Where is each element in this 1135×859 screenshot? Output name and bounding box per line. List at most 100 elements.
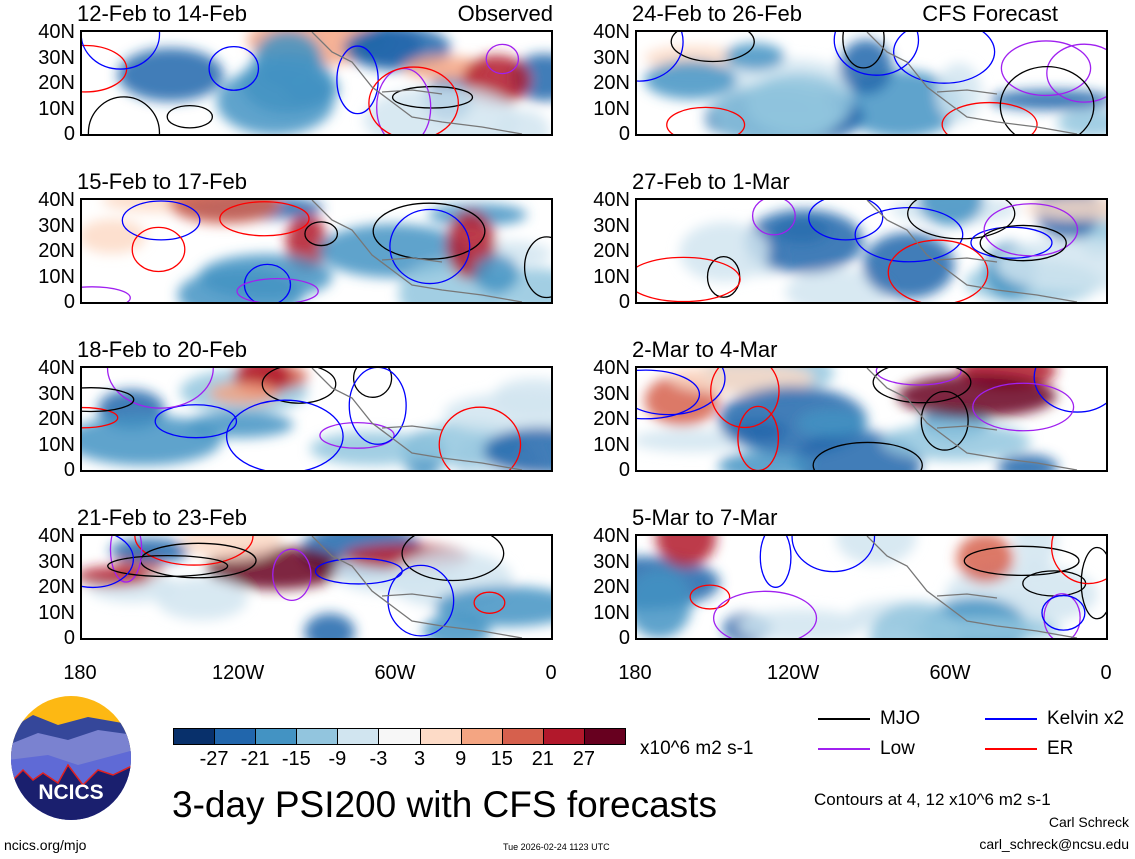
y-tick-label: 40N bbox=[38, 525, 75, 547]
y-tick-label: 10N bbox=[593, 433, 630, 456]
y-tick-label: 0 bbox=[618, 627, 630, 649]
email: carl_schreck@ncsu.edu bbox=[979, 836, 1129, 852]
colorbar-label: -21 bbox=[240, 748, 270, 770]
y-tick-label: 10N bbox=[593, 97, 630, 120]
colorbar-units: x10^6 m2 s-1 bbox=[640, 738, 754, 759]
colorbar-swatch bbox=[296, 728, 339, 745]
colorbar-swatch bbox=[255, 728, 298, 745]
y-tick-label: 10N bbox=[38, 97, 75, 120]
colorbar-label: 9 bbox=[455, 748, 467, 770]
colorbar-swatch bbox=[419, 728, 462, 745]
legend-label: ER bbox=[1047, 738, 1074, 759]
colorbar-label: -15 bbox=[281, 748, 311, 770]
x-tick-label: 120W bbox=[767, 662, 820, 684]
y-tick-label: 40N bbox=[38, 189, 75, 211]
y-tick-label: 40N bbox=[593, 525, 630, 547]
panel-date-range: 24-Feb to 26-Feb bbox=[632, 1, 802, 26]
y-tick-label: 30N bbox=[593, 46, 630, 69]
colorbar-label: -9 bbox=[328, 748, 347, 770]
map-panel bbox=[80, 534, 553, 640]
y-tick-label: 20N bbox=[593, 576, 630, 598]
x-tick-label: 120W bbox=[212, 662, 265, 684]
psi200-anomaly-map bbox=[637, 200, 1106, 302]
y-tick-label: 0 bbox=[618, 123, 630, 145]
colorbar-swatch bbox=[173, 728, 216, 745]
map-panel bbox=[635, 534, 1108, 640]
contours-note: Contours at 4, 12 x10^6 m2 s-1 bbox=[814, 790, 1051, 809]
colorbar-label: 27 bbox=[572, 748, 596, 770]
y-tick-label: 40N bbox=[38, 357, 75, 379]
observed-label: Observed bbox=[457, 1, 553, 26]
y-tick-label: 30N bbox=[593, 550, 630, 573]
colorbar-label: -3 bbox=[369, 748, 388, 770]
y-tick-label: 0 bbox=[618, 291, 630, 313]
y-tick-label: 0 bbox=[63, 459, 75, 481]
legend-line-kelvin bbox=[985, 718, 1037, 720]
psi200-anomaly-map bbox=[637, 536, 1106, 638]
y-tick-label: 20N bbox=[593, 408, 630, 430]
legend-line-er bbox=[985, 748, 1037, 750]
psi200-anomaly-map bbox=[637, 368, 1106, 470]
y-tick-label: 0 bbox=[63, 627, 75, 649]
y-tick-label: 20N bbox=[593, 72, 630, 94]
x-tick-label: 180 bbox=[63, 662, 97, 684]
x-tick-label: 60W bbox=[374, 662, 416, 684]
x-tick-label: 180 bbox=[618, 662, 652, 684]
y-tick-label: 10N bbox=[38, 433, 75, 456]
y-tick-label: 40N bbox=[593, 21, 630, 43]
psi200-anomaly-map bbox=[637, 32, 1106, 134]
y-tick-label: 30N bbox=[38, 550, 75, 573]
y-tick-label: 20N bbox=[38, 576, 75, 598]
map-panel bbox=[635, 198, 1108, 304]
panel-date-range: 5-Mar to 7-Mar bbox=[632, 505, 778, 530]
y-tick-label: 30N bbox=[38, 214, 75, 237]
map-panel bbox=[80, 366, 553, 472]
panel-date-range: 12-Feb to 14-Feb bbox=[77, 1, 247, 26]
panel-date-range: 2-Mar to 4-Mar bbox=[632, 337, 778, 362]
y-tick-label: 20N bbox=[593, 240, 630, 262]
author: Carl Schreck bbox=[1048, 814, 1129, 830]
colorbar-swatch bbox=[542, 728, 585, 745]
y-tick-label: 0 bbox=[63, 123, 75, 145]
y-tick-label: 40N bbox=[593, 189, 630, 211]
colorbar-swatch bbox=[214, 728, 257, 745]
colorbar-label: -27 bbox=[199, 748, 229, 770]
y-tick-label: 10N bbox=[38, 601, 75, 624]
colorbar-swatch bbox=[583, 728, 626, 745]
ncics-logo: NCICS bbox=[8, 695, 134, 821]
panel-date-range: 27-Feb to 1-Mar bbox=[632, 169, 790, 194]
colorbar-label: 21 bbox=[531, 748, 554, 770]
source-url[interactable]: ncics.org/mjo bbox=[4, 837, 87, 853]
map-panel bbox=[635, 366, 1108, 472]
map-panel bbox=[80, 198, 553, 304]
psi200-anomaly-map bbox=[82, 200, 551, 302]
y-tick-label: 20N bbox=[38, 72, 75, 94]
y-tick-label: 30N bbox=[593, 214, 630, 237]
y-tick-label: 0 bbox=[618, 459, 630, 481]
map-panel bbox=[80, 30, 553, 136]
y-tick-label: 10N bbox=[593, 601, 630, 624]
legend-label: MJO bbox=[880, 708, 921, 729]
legend-label: Kelvin x2 bbox=[1047, 708, 1125, 729]
y-tick-label: 20N bbox=[38, 240, 75, 262]
psi200-anomaly-map bbox=[82, 32, 551, 134]
colorbar-label: 15 bbox=[490, 748, 513, 770]
svg-text:NCICS: NCICS bbox=[38, 781, 103, 804]
forecast-label: CFS Forecast bbox=[922, 1, 1058, 26]
psi200-anomaly-map bbox=[82, 368, 551, 470]
legend-label: Low bbox=[880, 738, 915, 759]
psi200-anomaly-map bbox=[82, 536, 551, 638]
y-tick-label: 40N bbox=[593, 357, 630, 379]
y-tick-label: 30N bbox=[593, 382, 630, 405]
x-tick-label: 0 bbox=[545, 662, 557, 684]
y-tick-label: 40N bbox=[38, 21, 75, 43]
panel-date-range: 15-Feb to 17-Feb bbox=[77, 169, 247, 194]
legend-line-low bbox=[818, 748, 870, 750]
map-panel bbox=[635, 30, 1108, 136]
x-tick-label: 0 bbox=[1100, 662, 1112, 684]
colorbar-swatch bbox=[378, 728, 421, 745]
y-tick-label: 0 bbox=[63, 291, 75, 313]
y-tick-label: 10N bbox=[38, 265, 75, 288]
y-tick-label: 30N bbox=[38, 46, 75, 69]
